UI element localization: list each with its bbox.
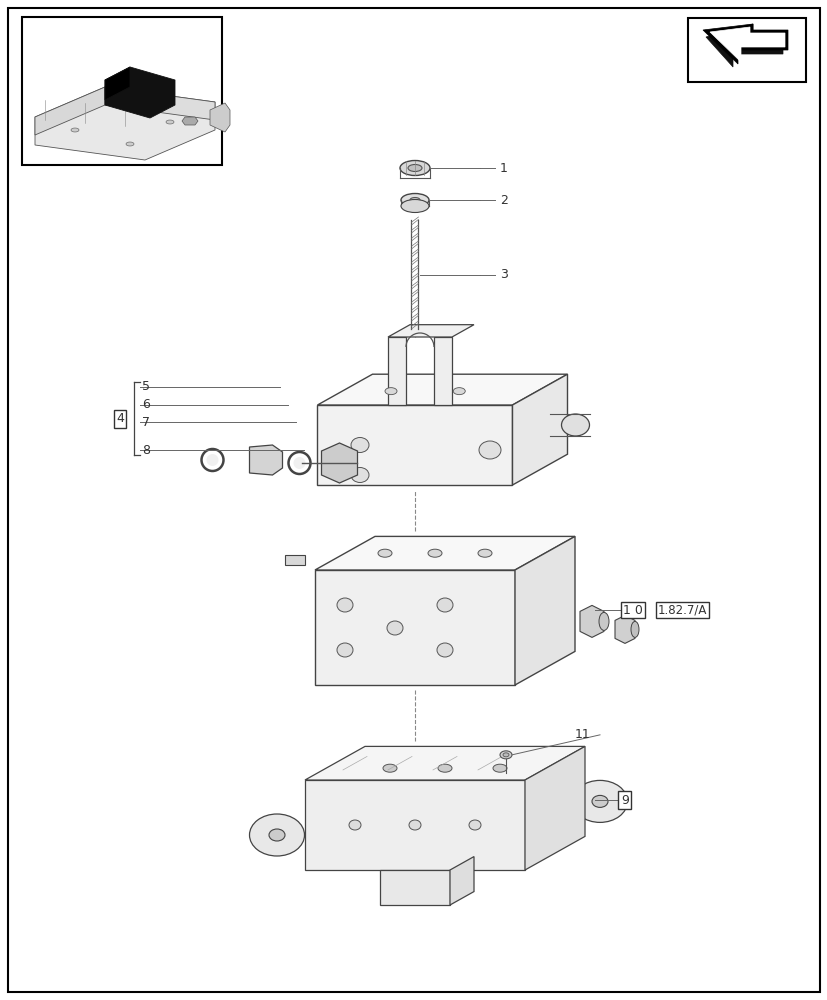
Ellipse shape [571,780,627,822]
Ellipse shape [437,598,452,612]
Polygon shape [449,857,473,905]
Polygon shape [314,536,574,570]
Polygon shape [182,117,198,125]
Polygon shape [388,337,405,405]
Text: 8: 8 [141,444,150,456]
Text: 1 0: 1 0 [622,603,642,616]
Ellipse shape [468,820,480,830]
Ellipse shape [351,438,369,452]
Ellipse shape [561,414,589,436]
Polygon shape [35,87,215,160]
Polygon shape [317,405,512,485]
Polygon shape [614,615,634,643]
Ellipse shape [386,621,403,635]
Ellipse shape [293,457,305,469]
Polygon shape [304,780,524,870]
Ellipse shape [351,468,369,483]
Bar [687,18,805,82]
Polygon shape [321,443,357,483]
Polygon shape [514,536,574,685]
Ellipse shape [400,194,428,207]
Polygon shape [105,67,130,100]
Ellipse shape [126,142,134,146]
Polygon shape [388,325,473,337]
Text: 1.82.7/A: 1.82.7/A [657,603,706,616]
Polygon shape [249,445,282,475]
Polygon shape [314,570,514,685]
Ellipse shape [437,643,452,657]
Polygon shape [705,24,782,67]
Ellipse shape [385,388,396,395]
Ellipse shape [428,549,442,557]
Ellipse shape [591,795,607,807]
Text: 6: 6 [141,398,150,412]
Ellipse shape [269,829,284,841]
Text: 5: 5 [141,380,150,393]
Ellipse shape [409,198,419,203]
Ellipse shape [206,454,218,466]
Polygon shape [210,103,230,132]
Ellipse shape [500,751,511,759]
Polygon shape [284,555,304,565]
Text: 1: 1 [500,162,507,175]
Polygon shape [35,87,105,135]
Text: 2: 2 [500,194,507,207]
Polygon shape [304,746,585,780]
Ellipse shape [477,549,491,557]
Polygon shape [317,374,566,405]
Text: 11: 11 [574,728,590,741]
Polygon shape [579,605,603,637]
Polygon shape [105,87,215,120]
Ellipse shape [452,388,465,395]
Ellipse shape [598,612,609,630]
Text: 9: 9 [620,793,629,806]
Ellipse shape [348,820,361,830]
Ellipse shape [502,753,509,757]
Polygon shape [512,374,566,485]
Polygon shape [524,746,585,870]
Ellipse shape [492,764,506,772]
Text: 4: 4 [116,412,124,426]
Polygon shape [105,67,174,118]
Ellipse shape [249,814,304,856]
Ellipse shape [383,764,396,772]
Ellipse shape [378,549,391,557]
Ellipse shape [71,128,79,132]
Ellipse shape [337,598,352,612]
Ellipse shape [399,161,429,176]
Bar [22,17,222,165]
Text: 3: 3 [500,268,507,282]
Polygon shape [702,24,787,64]
Ellipse shape [408,165,422,172]
Polygon shape [380,870,449,905]
Polygon shape [433,337,452,405]
Ellipse shape [400,200,428,213]
Text: 7: 7 [141,416,150,428]
Ellipse shape [409,820,420,830]
Ellipse shape [337,643,352,657]
Ellipse shape [630,621,638,637]
Ellipse shape [165,120,174,124]
Polygon shape [709,27,784,62]
Ellipse shape [437,764,452,772]
Ellipse shape [479,441,500,459]
